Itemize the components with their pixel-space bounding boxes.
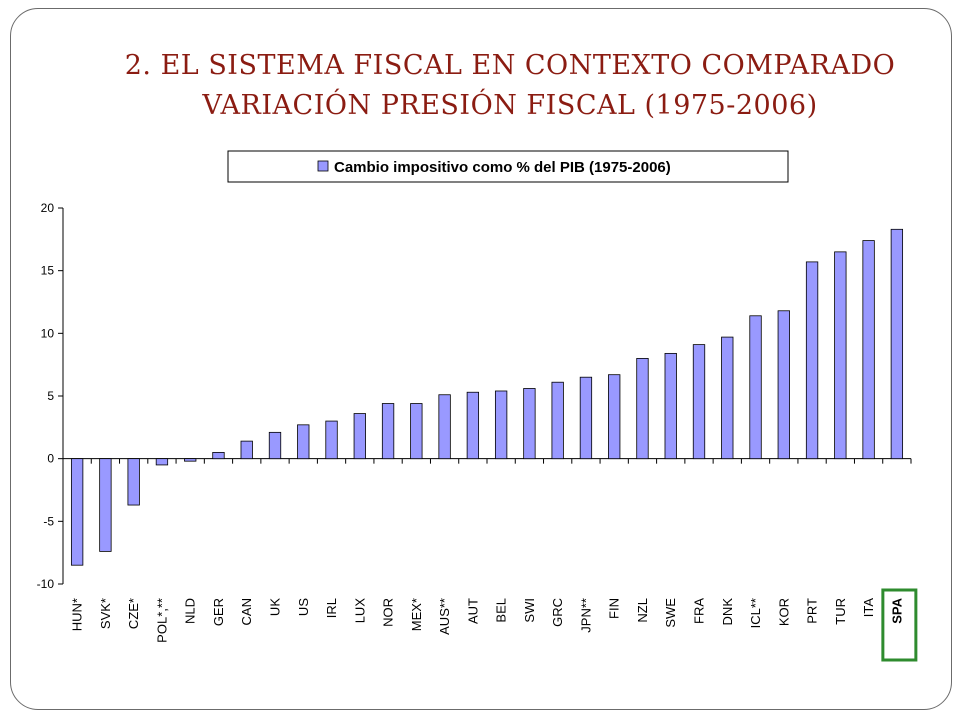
category-label: LUX [352,598,367,624]
category-label: US [296,598,311,616]
category-label: DNK [720,598,735,626]
category-label: POL*,** [154,598,169,643]
bar-dnk [721,336,734,460]
category-label: PRT [805,598,820,624]
bar-fra [692,344,706,460]
y-tick-label: 10 [41,326,55,340]
bar-svk [99,458,112,552]
category-label: ITA [861,598,876,618]
bar-grc [551,381,564,460]
slide-title-line1: 2. EL SISTEMA FISCAL EN CONTEXTO COMPARA… [124,50,896,81]
category-label: JPN** [578,598,593,633]
y-tick-label: 15 [41,264,55,278]
bar-fin [608,374,621,460]
chart-legend: Cambio impositivo como % del PIB (1975-2… [227,150,789,183]
bar-prt [805,261,819,460]
category-label: BEL [494,598,509,623]
bar-ita [862,240,875,460]
category-label: SWI [522,598,537,623]
category-label: FIN [607,598,622,619]
bar-us [297,424,310,460]
bar-lux [353,413,366,460]
category-label: KOR [776,598,791,626]
category-labels: HUN* SVK* CZE* POL*,** NLD GER CAN UK US IRL LUX NO… [70,588,918,662]
category-label: IRL [324,598,339,618]
category-label: TUR [833,598,848,625]
bar-ger [212,451,225,460]
bar-irl [325,420,338,460]
chart-bars [70,228,904,566]
bar-swe [664,352,677,460]
category-label: CZE* [126,598,141,629]
bar-icl [749,315,762,460]
legend-label: Cambio impositivo como % del PIB (1975-2… [334,159,671,176]
category-label: NZL [635,598,650,623]
category-label: SPA [889,597,904,623]
legend-box [227,150,789,183]
bar-pol [155,458,169,466]
bar-tur [834,251,847,460]
bar-spa [890,228,904,460]
bar-mex [410,403,423,460]
bar-bel [494,390,508,460]
category-label: HUN* [70,598,85,631]
y-tick-label: -10 [37,577,55,591]
highlight-box-spa [881,588,918,662]
bar-cze [127,458,140,506]
category-label: GER [211,598,226,626]
category-label: CAN [239,598,254,625]
category-label: UK [268,598,283,616]
bar-swi [523,388,536,460]
bar-hun [70,458,84,566]
category-label: SWE [663,598,678,628]
bar-nld [184,458,197,462]
bar-uk [268,431,282,460]
chart-axes: 20 15 10 5 0 -5 -10 [37,201,912,591]
y-tick-label: 20 [41,201,55,215]
legend-swatch [317,160,329,172]
category-label: FRA [692,598,707,624]
category-label: AUS** [437,598,452,635]
category-label: GRC [550,598,565,627]
category-label: AUT [465,598,480,624]
bar-aus [438,394,451,460]
category-label: MEX* [409,598,424,631]
category-label: NLD [183,598,198,624]
slide-title-line2: VARIACIÓN PRESIÓN FISCAL (1975-2006) [202,90,818,121]
bar-aut [466,391,480,460]
bar-can [240,440,253,460]
y-tick-label: 5 [47,389,54,403]
bar-nor [381,403,395,460]
category-label: NOR [381,598,396,627]
y-tick-label: 0 [47,452,54,466]
y-tick-label: -5 [43,514,54,528]
category-label: SVK* [98,598,113,629]
category-label: ICL** [748,598,763,628]
slide-frame [10,8,952,710]
bar-kor [777,310,790,460]
bar-jpn [579,376,593,460]
bar-nzl [636,357,649,460]
